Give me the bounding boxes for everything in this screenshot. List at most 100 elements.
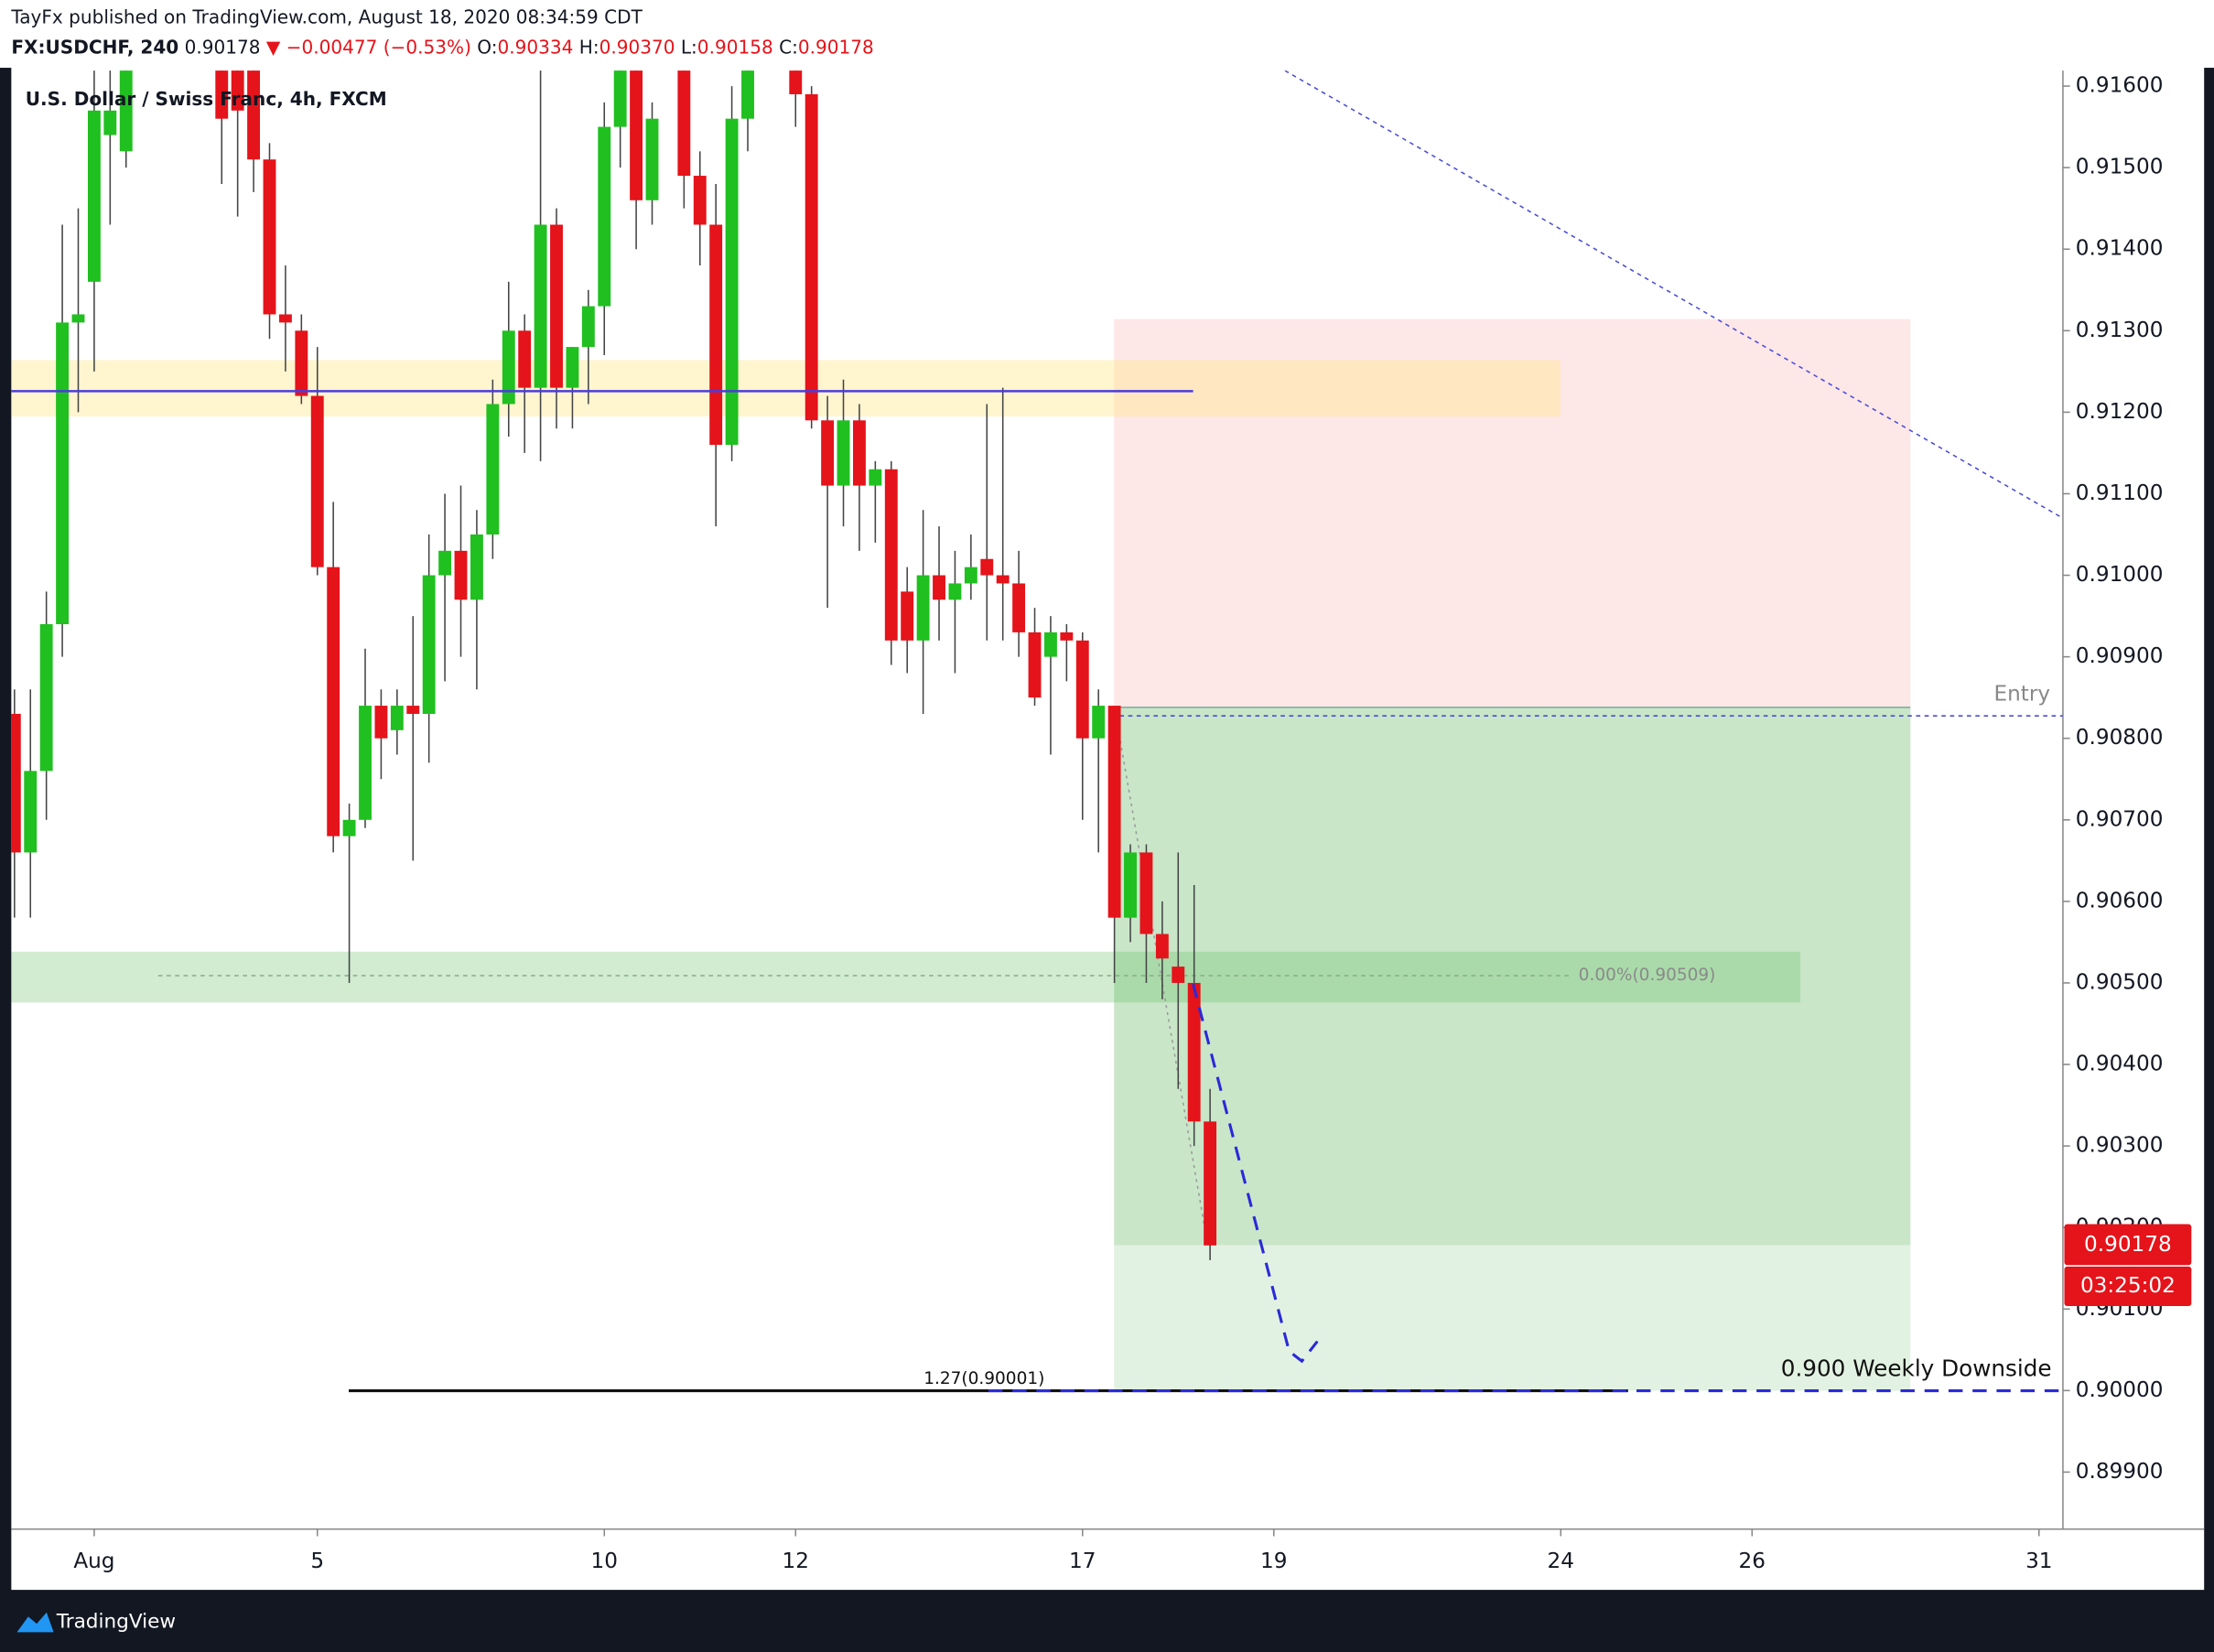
candle-body	[964, 567, 977, 584]
chart-title: U.S. Dollar / Swiss Franc, 4h, FXCM	[26, 88, 387, 110]
candle-body	[103, 110, 117, 135]
y-tick-label: 0.90300	[2076, 1134, 2164, 1158]
countdown-tag	[2064, 1266, 2192, 1307]
candle-body	[71, 314, 85, 323]
candle-body	[518, 330, 532, 388]
candle-body	[837, 420, 850, 486]
candle-body	[821, 420, 835, 486]
candle-body	[916, 575, 930, 641]
candle-body	[263, 159, 276, 315]
target-label: 0.900 Weekly Downside	[1781, 1355, 2052, 1381]
last: 0.90178	[185, 36, 261, 58]
price-tag	[2064, 1224, 2192, 1266]
candle-body	[996, 575, 1010, 584]
candle-body	[310, 395, 324, 567]
x-tick-label: 19	[1260, 1549, 1287, 1573]
candle-body	[390, 706, 404, 730]
x-tick-label: 31	[2025, 1549, 2052, 1573]
candle-body	[933, 575, 945, 600]
candle-body	[374, 706, 388, 739]
candle-body	[709, 224, 723, 446]
brand: TradingView	[56, 1611, 176, 1634]
h: 0.90370	[599, 36, 675, 58]
l-label: L:	[681, 36, 697, 58]
price-tag-label: 0.90178	[2084, 1233, 2172, 1257]
candle-body	[1043, 632, 1057, 657]
candle-body	[1187, 982, 1201, 1122]
candle-body	[406, 706, 420, 714]
candle-body	[630, 70, 643, 200]
x-tick-label: 12	[783, 1549, 809, 1573]
candle-body	[1028, 632, 1042, 698]
stop-zone	[1114, 319, 1911, 707]
candle-body	[502, 330, 515, 405]
candle-body	[215, 70, 229, 119]
y-tick-label: 0.91400	[2076, 237, 2164, 261]
x-tick-label: Aug	[73, 1549, 114, 1573]
candle-body	[278, 314, 292, 323]
candle-body	[980, 558, 994, 576]
drawings	[11, 70, 2063, 1393]
candle-body	[1155, 934, 1169, 959]
candle-body	[581, 306, 595, 348]
candle-body	[454, 550, 468, 600]
candle-body	[645, 118, 659, 200]
ohlc-line: FX:USDCHF, 240 0.90178 ▼ −0.00477 (−0.53…	[11, 36, 873, 58]
candle-body	[1075, 640, 1089, 739]
candle-body	[1060, 632, 1074, 641]
candle-body	[359, 706, 372, 820]
candle-body	[1139, 852, 1153, 934]
h-label: H:	[579, 36, 599, 58]
candle-body	[1012, 583, 1026, 632]
logo	[16, 1612, 54, 1633]
candle-body	[725, 118, 739, 446]
candle-body	[534, 224, 547, 388]
candle-body	[884, 469, 898, 641]
candle-body	[87, 110, 101, 282]
candle-body	[789, 70, 803, 94]
y-tick-label: 0.90400	[2076, 1053, 2164, 1076]
fib-leg	[1114, 712, 1208, 1243]
candle-body	[550, 224, 563, 388]
candle-body	[247, 70, 261, 160]
candle-body	[119, 70, 133, 152]
candle-body	[438, 550, 452, 576]
candle-body	[486, 404, 500, 535]
candle-body	[327, 567, 340, 837]
candle-body	[1172, 966, 1185, 983]
c: 0.90178	[798, 36, 874, 58]
c-label: C:	[779, 36, 798, 58]
y-tick-label: 0.91000	[2076, 563, 2164, 587]
projection-arrow	[1192, 983, 1319, 1364]
support-zone	[11, 951, 1800, 1003]
y-tick-label: 0.90800	[2076, 726, 2164, 750]
y-tick-label: 0.91600	[2076, 74, 2164, 98]
candle-body	[598, 126, 611, 307]
x-tick-label: 24	[1548, 1549, 1574, 1573]
y-tick-label: 0.90000	[2076, 1378, 2164, 1402]
y-tick-label: 0.91100	[2076, 481, 2164, 505]
candle-body	[948, 583, 962, 600]
frame-left	[0, 68, 12, 1593]
candle-body	[342, 819, 356, 837]
candle-body	[56, 322, 70, 624]
y-tick-label: 0.89900	[2076, 1460, 2164, 1484]
y-tick-label: 0.91200	[2076, 400, 2164, 424]
candle-body	[869, 469, 882, 486]
candle-body	[852, 420, 866, 486]
candle-body	[566, 347, 579, 388]
candle-body	[295, 330, 308, 396]
candle-body	[693, 176, 707, 225]
y-tick-label: 0.90900	[2076, 644, 2164, 668]
candle-body	[422, 575, 436, 714]
y-tick-label: 0.90700	[2076, 807, 2164, 831]
entry-label: Entry	[1994, 683, 2051, 707]
candle-body	[24, 771, 38, 853]
o-label: O:	[477, 36, 497, 58]
price-axis: 0.899000.900000.901000.902000.903000.904…	[2062, 74, 2164, 1484]
candle-body	[1107, 706, 1121, 918]
footer	[0, 1590, 2214, 1652]
l: 0.90158	[697, 36, 773, 58]
x-tick-label: 5	[310, 1549, 324, 1573]
